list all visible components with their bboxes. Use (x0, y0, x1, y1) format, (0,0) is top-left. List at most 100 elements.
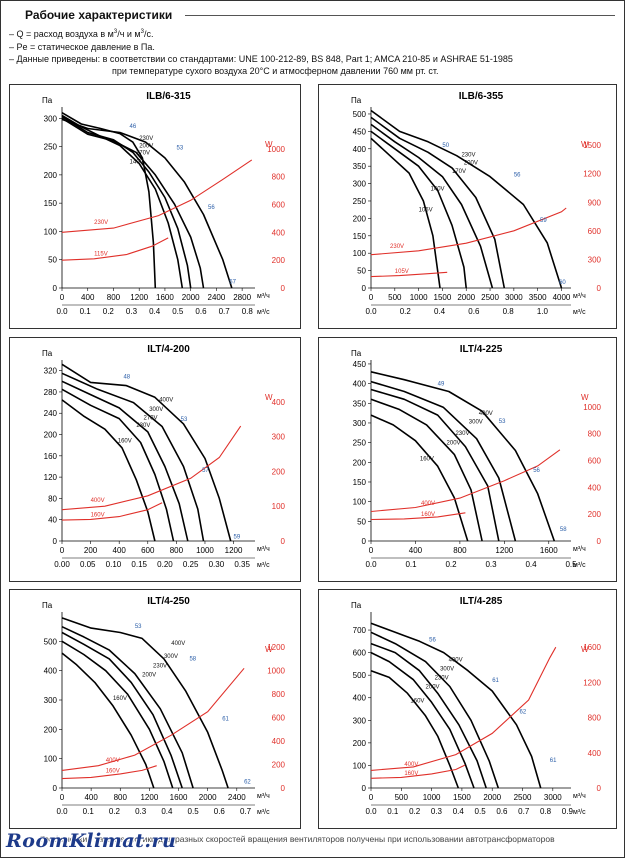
pressure-curve (61, 631, 183, 789)
y2-tick-label: 100 (272, 502, 286, 511)
y2-tick-label: 1200 (267, 643, 285, 652)
pressure-curve (61, 372, 205, 542)
y-tick-label: 700 (353, 626, 367, 635)
y2-tick-label: 300 (588, 255, 602, 264)
y-tick-label: 160 (44, 452, 58, 461)
curve-label: 58 (189, 656, 196, 662)
y-tick-label: 350 (353, 162, 367, 171)
y2-tick-label: 0 (281, 284, 286, 293)
y-tick-label: 0 (362, 784, 367, 793)
pressure-curve (370, 116, 506, 289)
x-tick-label: 2000 (182, 293, 200, 302)
x2-tick-label: 0.6 (214, 807, 226, 816)
y-tick-label: 50 (357, 517, 366, 526)
x-tick-label: 500 (388, 293, 402, 302)
chart-ilt4-285: ILT/4-285 Па W 0 100 200 300 400 500 600 700 0 400 80… (351, 596, 602, 816)
x1-unit-label: м³/ч (573, 546, 586, 553)
y2-tick-label: 1000 (583, 403, 601, 412)
x-tick-label: 1000 (196, 546, 214, 555)
y-tick-label: 250 (353, 197, 367, 206)
curve-label: 53 (499, 419, 506, 425)
y-tick-label: 450 (353, 127, 367, 136)
curve-label: 160V (420, 456, 434, 462)
pressure-curve (370, 669, 460, 789)
y2-tick-label: 1600 (583, 643, 601, 652)
x2-tick-label: 0.1 (387, 807, 399, 816)
x2-tick-label: 0.0 (365, 560, 377, 569)
x2-tick-label: 0.4 (525, 560, 537, 569)
y2-tick-label: 0 (597, 537, 602, 546)
power-curve-label: 160V (91, 513, 105, 519)
x2-tick-label: 0.25 (183, 560, 199, 569)
y-tick-label: 500 (353, 110, 367, 119)
y2-tick-label: 900 (588, 198, 602, 207)
x2-tick-label: 0.15 (131, 560, 147, 569)
curve-label: 400V (159, 398, 173, 404)
y-tick-label: 0 (53, 784, 58, 793)
chart-panel-ilt4-250: ILT/4-250 Па W 0 100 200 300 400 500 0 200 400 600 80… (9, 589, 301, 829)
power-curve (370, 271, 448, 278)
x-tick-label: 2000 (483, 793, 501, 802)
curve-label: 230V (153, 664, 167, 670)
x-tick-label: 400 (113, 546, 127, 555)
x-tick-label: 800 (170, 546, 184, 555)
x-tick-label: 1500 (434, 293, 452, 302)
x2-unit-label: м³/с (257, 562, 270, 569)
power-curve-label: 230V (390, 244, 404, 250)
x1-unit-label: м³/ч (257, 793, 270, 800)
y-axis-label: Па (42, 349, 53, 358)
curve-label: 400V (171, 641, 185, 647)
y-tick-label: 120 (44, 473, 58, 482)
pressure-curve (61, 625, 194, 789)
pressure-curve (61, 118, 233, 289)
y2-tick-label: 800 (588, 714, 602, 723)
y-tick-label: 320 (44, 367, 58, 376)
pressure-curve (370, 642, 487, 789)
y2-axis-label: W (581, 393, 589, 402)
y-tick-label: 300 (353, 180, 367, 189)
y2-tick-label: 300 (272, 433, 286, 442)
x1-unit-label: м³/ч (573, 293, 586, 300)
curve-label: 46 (130, 124, 137, 130)
power-curve-label: 105V (395, 269, 409, 275)
curve-label: 230V (461, 152, 475, 158)
x-tick-label: 2500 (481, 293, 499, 302)
curve-label: 61 (550, 758, 557, 764)
chart-ilt4-200: ILT/4-200 Па W 0 40 80 120 160 200 240 280 320 0 100 2… (42, 344, 286, 569)
y-tick-label: 0 (53, 537, 58, 546)
power-curve-label: 160V (106, 769, 120, 775)
y-tick-label: 500 (353, 671, 367, 680)
y-tick-label: 150 (353, 478, 367, 487)
curve-label: 300V (469, 420, 483, 426)
curve-label: 53 (181, 417, 188, 423)
pressure-curve (370, 137, 441, 289)
curve-label: 160V (118, 439, 132, 445)
x-tick-label: 200 (84, 546, 98, 555)
curve-label: 400V (449, 658, 463, 664)
x2-tick-label: 0.10 (106, 560, 122, 569)
x2-tick-label: 0.2 (445, 560, 457, 569)
x2-tick-label: 0.0 (56, 807, 68, 816)
x2-tick-label: 0.2 (109, 807, 121, 816)
x-tick-label: 400 (84, 793, 98, 802)
curve-label: 62 (244, 780, 251, 786)
y2-tick-label: 600 (588, 227, 602, 236)
x2-tick-label: 0.9 (562, 807, 574, 816)
chart-panel-ilb6-315: ILB/6-315 Па W 0 50 100 150 200 250 300 0 200 400 600… (9, 84, 301, 329)
note-pressure: – Pe = статическое давление в Па. (9, 42, 155, 52)
x-tick-label: 1200 (225, 546, 243, 555)
pressure-curve (61, 617, 229, 789)
power-curve-label: 230V (94, 220, 108, 226)
x2-tick-label: 0.7 (518, 807, 530, 816)
y2-tick-label: 0 (281, 784, 286, 793)
x-tick-label: 1600 (170, 793, 188, 802)
y2-axis-label: W (581, 645, 589, 654)
x2-tick-label: 0.2 (103, 307, 115, 316)
y-tick-label: 500 (44, 637, 58, 646)
y2-axis-label: W (581, 140, 589, 149)
y2-tick-label: 0 (281, 537, 286, 546)
chart-title: ILT/4-225 (460, 344, 503, 355)
y2-tick-label: 1200 (583, 170, 601, 179)
y-tick-label: 0 (362, 284, 367, 293)
y-tick-label: 0 (53, 284, 58, 293)
